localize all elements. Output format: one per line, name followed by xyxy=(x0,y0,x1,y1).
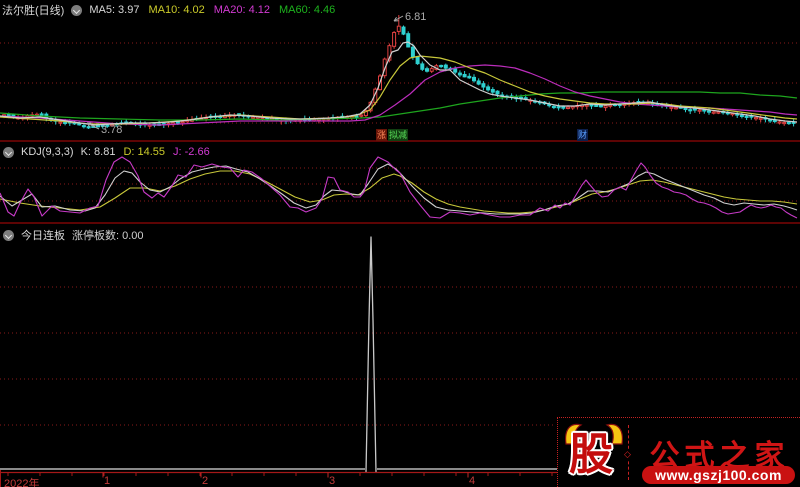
ma-label: MA20: 4.12 xyxy=(213,4,270,16)
logo-divider: ◇ xyxy=(624,425,631,480)
kdj-legend: K: 8.81 D: 14.55 J: -2.66 xyxy=(81,146,210,158)
timeline-month-label: 2 xyxy=(202,475,209,487)
ma-label: MA5: 3.97 xyxy=(89,4,140,16)
kdj-value-label: D: 14.55 xyxy=(123,146,166,158)
main-chart-header: 法尔胜(日线) MA5: 3.97 MA10: 4.02 MA20: 4.12 MA6… xyxy=(2,2,335,18)
low-price-label: 3.78 xyxy=(101,124,123,136)
ma-legend: MA5: 3.97 MA10: 4.02 MA20: 4.12 MA60: 4.46 xyxy=(89,4,335,16)
lianban-value: 涨停板数: 0.00 xyxy=(72,230,144,242)
timeline-month-label: 1 xyxy=(104,475,111,487)
timeline-year-label: 2022年 xyxy=(4,478,40,487)
stock-title: 法尔胜(日线) xyxy=(2,5,65,17)
event-tag[interactable]: 拟减 xyxy=(388,129,409,141)
event-tag[interactable]: 涨 xyxy=(376,129,388,141)
kdj-value-label: J: -2.66 xyxy=(173,146,210,158)
gszj-logo-plate: 股 ◇ 公式之家 www.gszj100.com xyxy=(557,417,800,487)
timeline-month-label: 4 xyxy=(469,475,476,487)
bull-stock-character: 股 xyxy=(569,430,613,479)
chevron-down-icon[interactable] xyxy=(71,4,83,16)
chevron-down-icon[interactable] xyxy=(3,229,14,241)
bull-horns-icon xyxy=(565,423,623,445)
timeline-month-label: 3 xyxy=(329,475,336,487)
high-price-label: 6.81 xyxy=(405,11,427,23)
kdj-value-label: K: 8.81 xyxy=(80,146,116,158)
lianban-header: 今日连板 涨停板数: 0.00 xyxy=(3,227,144,243)
event-tag[interactable]: 财 xyxy=(577,129,589,141)
ma-label: MA60: 4.46 xyxy=(279,4,336,16)
bull-logo: 股 xyxy=(559,420,631,484)
diamond-icon: ◇ xyxy=(624,449,631,460)
lianban-title: 今日连板 xyxy=(21,230,65,242)
chevron-down-icon[interactable] xyxy=(3,146,14,158)
site-url-link[interactable]: www.gszj100.com xyxy=(642,466,795,484)
kdj-header: KDJ(9,3,3) K: 8.81 D: 14.55 J: -2.66 xyxy=(3,146,210,158)
kdj-title: KDJ(9,3,3) xyxy=(21,146,74,158)
ma-label: MA10: 4.02 xyxy=(148,4,205,16)
